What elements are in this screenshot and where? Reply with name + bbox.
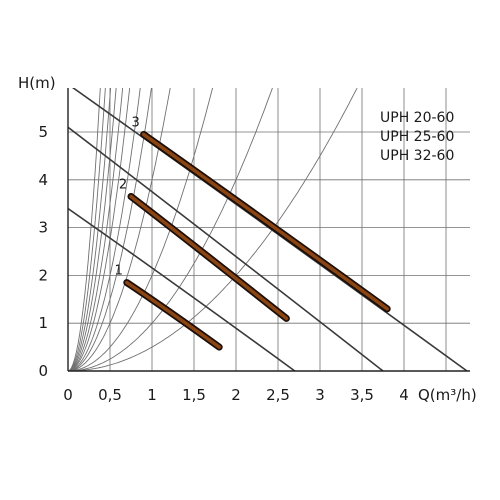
- y-tick-label: 0: [38, 362, 48, 380]
- x-tick-label: 2,5: [266, 386, 290, 404]
- speed-label: 2: [119, 178, 127, 193]
- model-label: UPH 32-60: [380, 148, 454, 164]
- x-tick-label: 2: [231, 386, 241, 404]
- system-curve: [68, 88, 152, 371]
- x-tick-label: 3,5: [350, 386, 374, 404]
- system-curve: [68, 88, 124, 371]
- system-curve: [68, 88, 141, 371]
- system-curve: [68, 88, 112, 371]
- system-curve: [68, 88, 171, 371]
- y-axis-title: H(m): [18, 74, 56, 92]
- model-label: UPH 25-60: [380, 129, 454, 145]
- operating-range-highlight: [141, 132, 389, 311]
- y-tick-label: 1: [38, 314, 48, 332]
- system-curve: [68, 88, 101, 371]
- system-curve: [68, 88, 273, 371]
- pump-curve: [68, 207, 296, 371]
- system-curve: [68, 88, 117, 371]
- x-tick-label: 3: [315, 386, 325, 404]
- system-curves: [68, 88, 358, 371]
- y-tick-label: 3: [38, 219, 48, 237]
- x-tick-label: 1,5: [182, 386, 206, 404]
- x-tick-labels: 0 0,5 1 1,5 2 2,5 3 3,5 4: [63, 386, 409, 404]
- pump-curve: [68, 126, 384, 371]
- system-curve: [68, 88, 131, 371]
- x-tick-label: 0: [63, 386, 73, 404]
- y-tick-label: 4: [38, 171, 48, 189]
- speed-label: 1: [115, 264, 123, 279]
- operating-range-highlight: [129, 194, 289, 321]
- system-curve: [68, 88, 106, 371]
- y-tick-label: 5: [38, 123, 48, 141]
- speed-labels: 1 2 3: [115, 115, 140, 278]
- operating-range-highlight: [125, 280, 221, 349]
- x-tick-label: 4: [399, 386, 409, 404]
- system-curve: [68, 88, 358, 371]
- y-tick-labels: 0 1 2 3 4 5: [38, 123, 48, 380]
- axes: [67, 88, 470, 372]
- x-tick-label: 1: [147, 386, 157, 404]
- model-label: UPH 20-60: [380, 110, 454, 126]
- x-axis-title: Q(m³/h): [418, 386, 477, 404]
- speed-label: 3: [131, 115, 139, 130]
- y-tick-label: 2: [38, 266, 48, 284]
- operating-ranges: [123, 130, 391, 351]
- x-tick-label: 0,5: [98, 386, 122, 404]
